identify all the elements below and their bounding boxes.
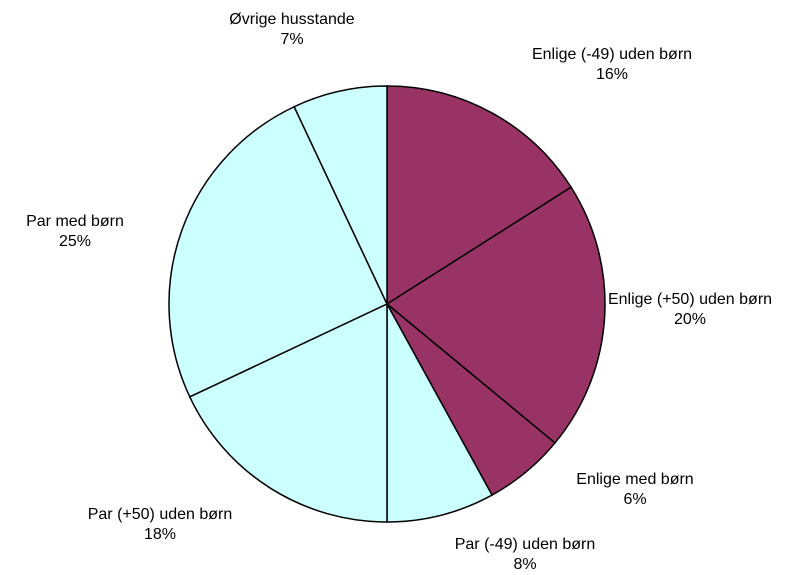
value-label: 25% bbox=[58, 233, 92, 250]
slice-label: Par med børn 25% bbox=[0, 212, 160, 252]
value-label: 16% bbox=[595, 66, 629, 83]
pie-slice bbox=[168, 105, 388, 398]
category-label: Enlige med børn bbox=[576, 471, 694, 488]
category-label: Øvrige husstande bbox=[229, 11, 355, 28]
slice-label: Par (+50) uden børn 18% bbox=[75, 505, 245, 545]
pie-slice bbox=[293, 85, 388, 305]
category-label: Enlige (+50) uden børn bbox=[607, 291, 773, 308]
value-label: 20% bbox=[673, 311, 707, 328]
category-label: Par med børn bbox=[26, 213, 124, 230]
slice-label: Par (-49) uden børn 8% bbox=[440, 535, 610, 575]
value-label: 18% bbox=[143, 526, 177, 543]
slice-label: Øvrige husstande 7% bbox=[207, 10, 377, 50]
pie-slice bbox=[385, 186, 606, 445]
value-label: 7% bbox=[280, 31, 304, 48]
value-label: 8% bbox=[513, 556, 537, 573]
pie-slice bbox=[386, 85, 573, 306]
slice-label: Enlige (+50) uden børn 20% bbox=[605, 290, 775, 330]
category-label: Enlige (-49) uden børn bbox=[531, 46, 693, 63]
pie-slice bbox=[188, 302, 388, 523]
category-label: Par (-49) uden børn bbox=[454, 536, 596, 553]
pie-slice bbox=[386, 303, 494, 523]
value-label: 6% bbox=[623, 491, 647, 508]
category-label: Par (+50) uden børn bbox=[87, 506, 233, 523]
slice-label: Enlige (-49) uden børn 16% bbox=[527, 45, 697, 85]
slice-label: Enlige med børn 6% bbox=[550, 470, 720, 510]
